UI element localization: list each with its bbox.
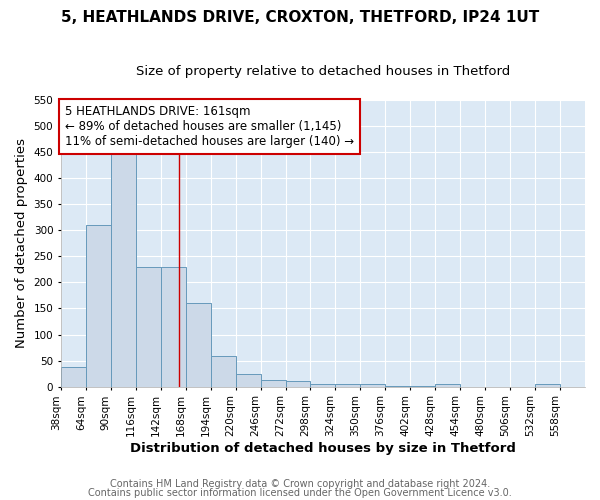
- Bar: [335, 384, 361, 386]
- Bar: [86, 225, 111, 386]
- Bar: [435, 384, 460, 386]
- Bar: [361, 384, 385, 386]
- Bar: [136, 267, 161, 386]
- X-axis label: Distribution of detached houses by size in Thetford: Distribution of detached houses by size …: [130, 442, 516, 455]
- Text: 5, HEATHLANDS DRIVE, CROXTON, THETFORD, IP24 1UT: 5, HEATHLANDS DRIVE, CROXTON, THETFORD, …: [61, 10, 539, 25]
- Bar: [211, 356, 236, 386]
- Bar: [310, 384, 335, 386]
- Bar: [161, 267, 186, 386]
- Text: Contains HM Land Registry data © Crown copyright and database right 2024.: Contains HM Land Registry data © Crown c…: [110, 479, 490, 489]
- Bar: [535, 384, 560, 386]
- Bar: [260, 380, 286, 386]
- Bar: [286, 382, 310, 386]
- Bar: [236, 374, 260, 386]
- Bar: [186, 304, 211, 386]
- Text: Contains public sector information licensed under the Open Government Licence v3: Contains public sector information licen…: [88, 488, 512, 498]
- Y-axis label: Number of detached properties: Number of detached properties: [15, 138, 28, 348]
- Bar: [111, 150, 136, 386]
- Title: Size of property relative to detached houses in Thetford: Size of property relative to detached ho…: [136, 65, 510, 78]
- Text: 5 HEATHLANDS DRIVE: 161sqm
← 89% of detached houses are smaller (1,145)
11% of s: 5 HEATHLANDS DRIVE: 161sqm ← 89% of deta…: [65, 105, 354, 148]
- Bar: [61, 367, 86, 386]
